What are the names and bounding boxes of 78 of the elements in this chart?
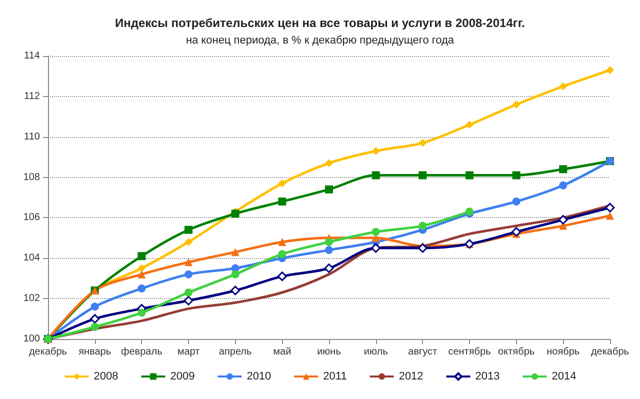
point bbox=[90, 322, 99, 331]
point bbox=[418, 171, 427, 180]
point bbox=[231, 270, 240, 278]
point bbox=[278, 238, 286, 246]
point bbox=[138, 264, 146, 272]
point bbox=[324, 159, 333, 168]
x-tick-label: июль bbox=[364, 346, 388, 358]
x-tick-label: апрель bbox=[218, 346, 252, 358]
y-tick-label: 100 bbox=[23, 334, 40, 344]
y-tick-label: 104 bbox=[23, 252, 40, 264]
point bbox=[324, 185, 333, 194]
point bbox=[372, 228, 380, 236]
point bbox=[558, 214, 568, 224]
point bbox=[231, 248, 240, 256]
y-tick-label: 112 bbox=[24, 90, 40, 102]
point bbox=[277, 272, 287, 282]
point bbox=[418, 222, 427, 230]
point bbox=[138, 270, 146, 278]
y-tick-label: 106 bbox=[23, 212, 40, 224]
legend-label: 2011 bbox=[323, 370, 347, 382]
x-tick-label: январь bbox=[78, 346, 112, 358]
point bbox=[465, 171, 474, 180]
x-tick-label: октябрь bbox=[498, 346, 535, 358]
x-tick-label: март bbox=[177, 346, 200, 358]
legend-label: 2012 bbox=[398, 370, 424, 382]
chart-subtitle: на конец периода, в % к декабрю предыдущего года bbox=[186, 34, 455, 46]
x-tick-label: февраль bbox=[121, 346, 162, 358]
point bbox=[512, 171, 520, 180]
point bbox=[372, 171, 380, 180]
point bbox=[278, 198, 286, 206]
point bbox=[512, 198, 520, 206]
legend-label: 2010 bbox=[246, 370, 272, 382]
point bbox=[184, 270, 192, 278]
point bbox=[138, 284, 146, 292]
x-tick-label: май bbox=[273, 346, 292, 358]
legend-label: 2013 bbox=[475, 370, 500, 382]
point bbox=[138, 252, 146, 260]
point bbox=[138, 308, 146, 317]
point bbox=[372, 147, 380, 156]
point bbox=[184, 288, 192, 297]
x-tick-label: ноябрь bbox=[546, 346, 580, 358]
y-tick-label: 110 bbox=[24, 131, 40, 142]
point bbox=[418, 138, 427, 147]
y-tick-label: 102 bbox=[23, 293, 40, 304]
point bbox=[184, 296, 194, 306]
chart-title: Индексы потребительских цен на все товары и услуги в 2008-2014гг. bbox=[114, 16, 526, 30]
point bbox=[465, 120, 474, 129]
point bbox=[606, 212, 614, 220]
point bbox=[90, 314, 100, 324]
point bbox=[605, 202, 615, 212]
point bbox=[371, 243, 381, 253]
point bbox=[90, 302, 99, 311]
point bbox=[559, 82, 568, 90]
x-tick-label: сентябрь bbox=[448, 346, 491, 358]
x-tick-label: декабрь bbox=[28, 346, 68, 358]
point bbox=[324, 264, 334, 273]
point bbox=[184, 238, 192, 246]
legend-label: 2008 bbox=[94, 370, 118, 382]
point bbox=[278, 179, 286, 188]
x-tick-label: декабрь bbox=[590, 346, 630, 358]
x-tick-label: июнь bbox=[317, 346, 341, 358]
point bbox=[184, 226, 192, 234]
point bbox=[230, 286, 240, 296]
point bbox=[324, 238, 333, 246]
point bbox=[278, 250, 286, 258]
point bbox=[184, 258, 192, 266]
y-tick-label: 114 bbox=[24, 50, 40, 62]
point bbox=[512, 100, 520, 109]
point bbox=[559, 181, 568, 190]
point bbox=[324, 246, 333, 254]
point bbox=[512, 227, 522, 237]
point bbox=[559, 165, 568, 174]
x-tick-label: август bbox=[408, 346, 438, 358]
legend-label: 2014 bbox=[552, 370, 576, 382]
point bbox=[606, 66, 614, 74]
legend-label: 2009 bbox=[170, 370, 195, 382]
y-tick-label: 108 bbox=[23, 172, 40, 183]
point bbox=[418, 243, 428, 253]
